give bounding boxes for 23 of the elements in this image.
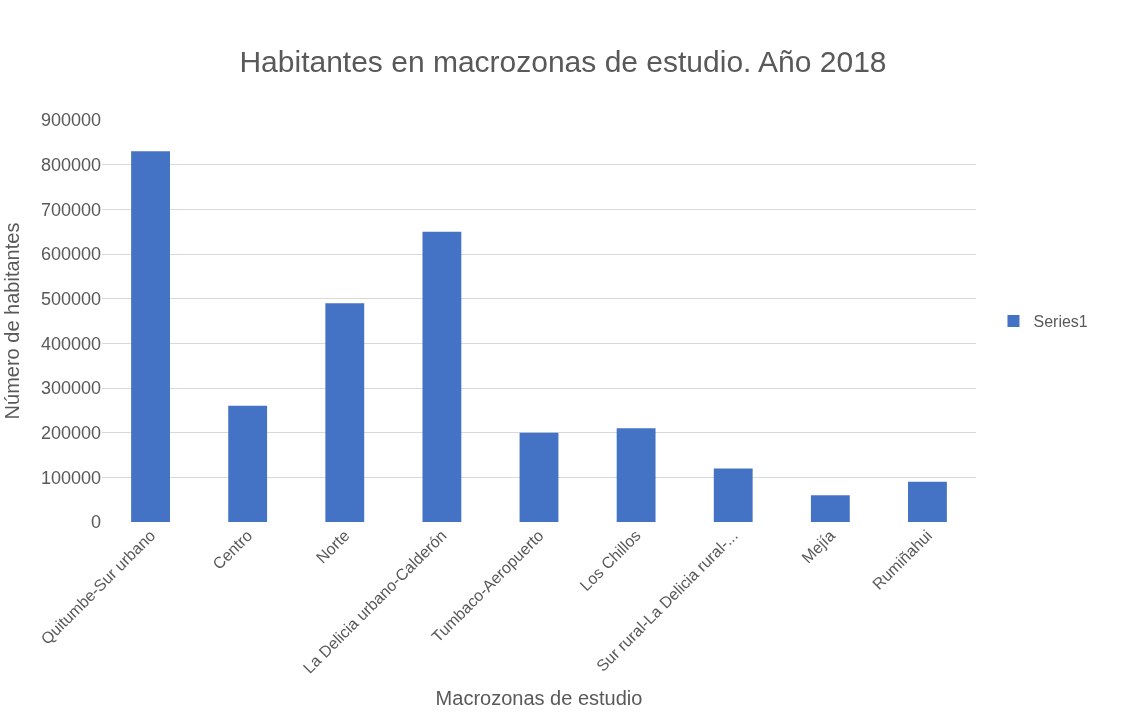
y-tick-label: 600000 bbox=[40, 244, 101, 265]
y-tick-label: 400000 bbox=[40, 333, 101, 354]
bar bbox=[228, 405, 268, 522]
y-tick-label: 900000 bbox=[40, 110, 101, 131]
legend-label: Series1 bbox=[1033, 313, 1088, 331]
y-axis-title: Número de habitantes bbox=[1, 222, 24, 420]
bar bbox=[422, 231, 462, 522]
bar bbox=[131, 151, 170, 522]
y-tick-label: 500000 bbox=[40, 288, 101, 309]
bar bbox=[519, 432, 559, 522]
chart-title: Habitantes en macrozonas de estudio. Año 2018 bbox=[239, 44, 887, 78]
bar bbox=[908, 481, 947, 522]
bar bbox=[325, 303, 365, 522]
y-tick-label: 200000 bbox=[40, 422, 101, 443]
y-tick-label: 0 bbox=[90, 512, 101, 533]
x-axis-title: Macrozonas de estudio bbox=[435, 687, 643, 710]
y-tick-label: 100000 bbox=[40, 467, 101, 488]
bar bbox=[616, 428, 656, 522]
y-tick-label: 700000 bbox=[40, 199, 101, 220]
bar bbox=[713, 468, 753, 522]
y-tick-label: 800000 bbox=[40, 154, 101, 175]
y-tick-label: 300000 bbox=[40, 378, 101, 399]
bar bbox=[810, 495, 850, 522]
